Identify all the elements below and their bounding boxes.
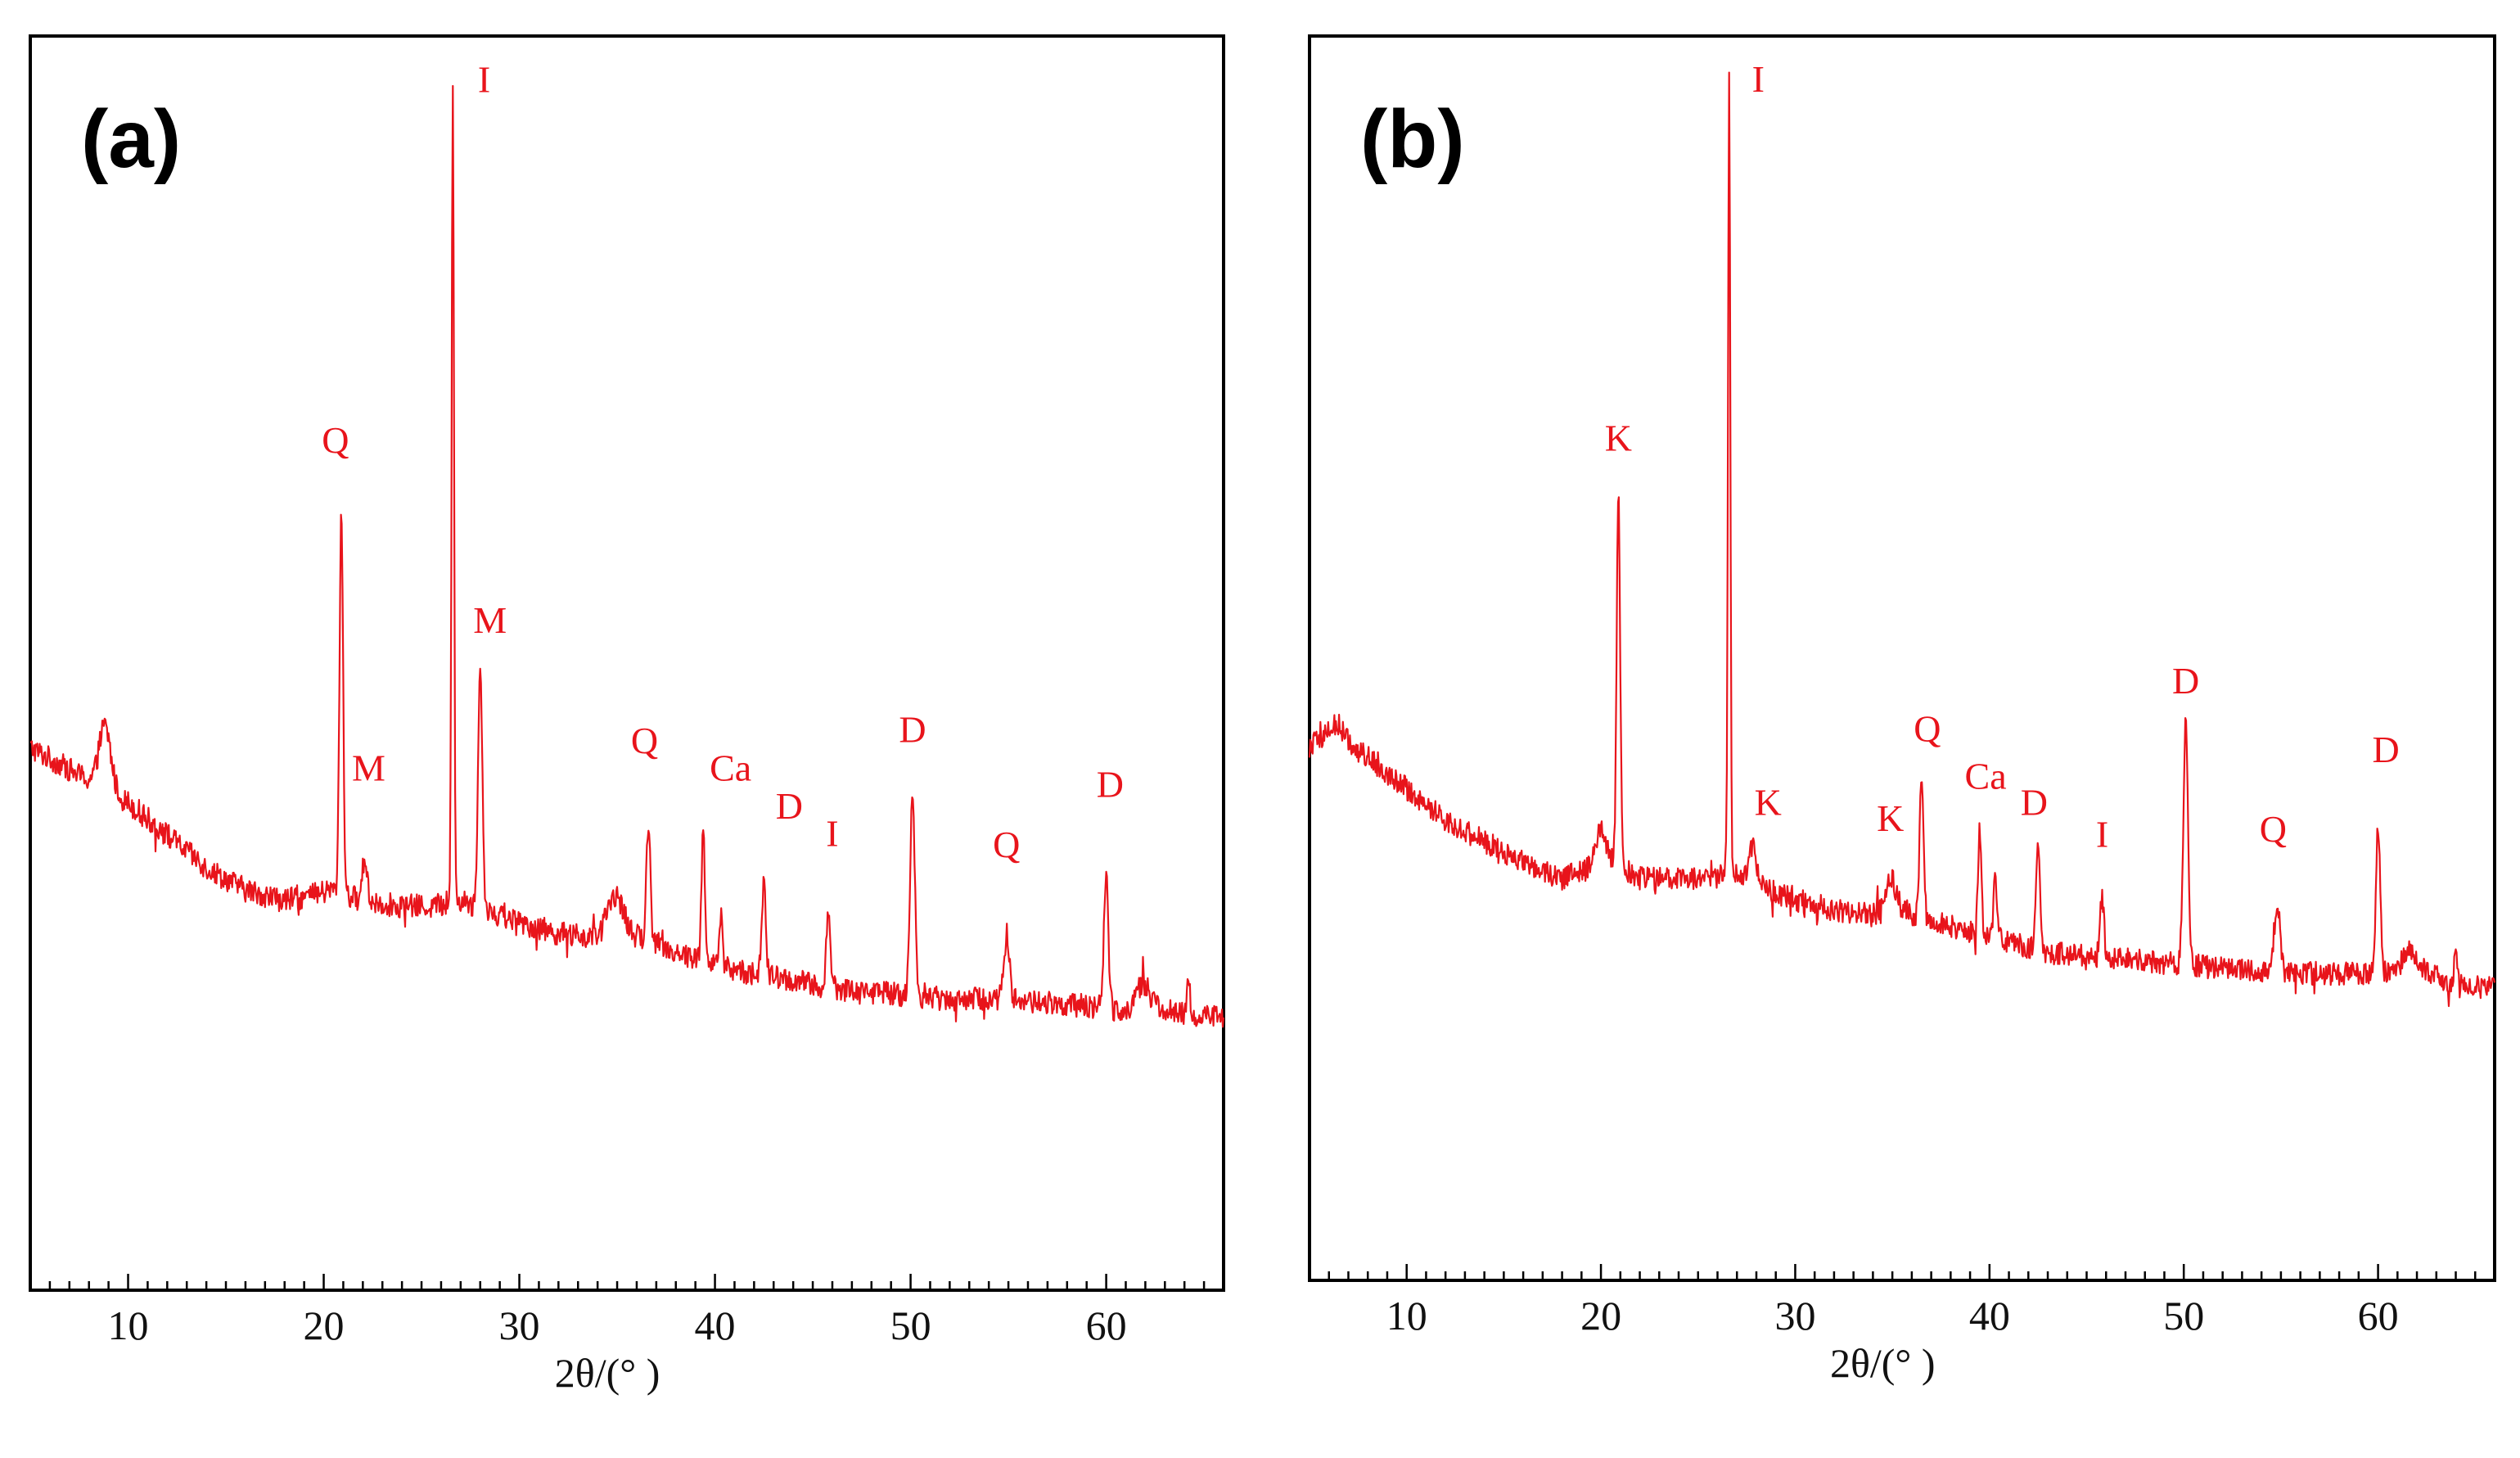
- peak-label: M: [473, 599, 507, 641]
- x-axis-title: 2θ/(° ): [555, 1350, 660, 1396]
- x-tick-label: 10: [1386, 1293, 1427, 1338]
- x-tick-label: 40: [695, 1302, 736, 1348]
- peak-label: I: [478, 58, 490, 100]
- peak-label: K: [1755, 782, 1782, 824]
- peak-label: K: [1605, 418, 1632, 459]
- peak-label: D: [2172, 660, 2199, 702]
- x-tick-label: 30: [499, 1302, 540, 1348]
- x-tick-label: 10: [108, 1302, 149, 1348]
- peak-label: Ca: [1965, 755, 2007, 797]
- x-tick-label: 60: [2358, 1293, 2399, 1338]
- x-tick-label: 50: [890, 1302, 931, 1348]
- peak-label: D: [2372, 729, 2399, 770]
- panel-label: (a): [81, 93, 181, 185]
- panel-label: (b): [1360, 93, 1465, 185]
- peak-label: I: [826, 813, 838, 855]
- peak-label: Q: [322, 419, 349, 461]
- x-tick-label: 50: [2163, 1293, 2204, 1338]
- plot-frame: [29, 34, 1225, 1292]
- x-tick-label: 40: [1969, 1293, 2010, 1338]
- peak-label: D: [899, 709, 926, 751]
- peak-label: Q: [631, 720, 658, 761]
- peak-label: D: [2021, 782, 2048, 824]
- x-tick-label: 30: [1774, 1293, 1815, 1338]
- peak-label: I: [1752, 58, 1765, 100]
- panel-b: 10 20 30 40 50 60 2θ/(° ) K I K K Q Ca D I D Q D (b): [1308, 34, 2496, 1386]
- peak-label: D: [776, 785, 803, 827]
- peak-label: Q: [1914, 707, 1941, 749]
- x-axis-title: 2θ/(° ): [1830, 1340, 1936, 1386]
- x-tick-label: 20: [1580, 1293, 1621, 1338]
- peak-label: M: [352, 747, 385, 788]
- x-tick-label: 20: [304, 1302, 345, 1348]
- xrd-trace: [1308, 71, 2496, 1008]
- peak-label: K: [1877, 797, 1904, 839]
- peak-label: Q: [2260, 808, 2287, 850]
- peak-label: I: [2096, 813, 2108, 855]
- peak-label: Q: [993, 824, 1020, 865]
- peak-label: D: [1097, 763, 1124, 805]
- peak-label: Ca: [710, 747, 751, 788]
- x-tick-label: 60: [1086, 1302, 1127, 1348]
- xrd-trace: [29, 84, 1225, 1028]
- plot-frame: [1308, 34, 2496, 1282]
